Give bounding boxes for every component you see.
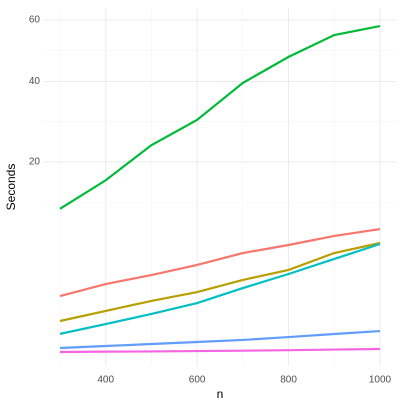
x-tick-label: 400 (97, 375, 114, 386)
x-tick-label: 800 (280, 375, 297, 386)
line (59, 329, 381, 350)
line (59, 347, 381, 354)
line (59, 24, 381, 210)
x-axis-title: n (217, 387, 224, 401)
line (59, 242, 381, 335)
line (59, 227, 381, 298)
y-axis-title: Seconds (4, 164, 18, 211)
line (59, 241, 381, 323)
y-tick-label: 40 (29, 76, 41, 87)
x-tick-label: 600 (189, 375, 206, 386)
x-tick-label: 1000 (369, 375, 392, 386)
y-tick-label: 60 (29, 14, 41, 25)
y-tick-label: 20 (29, 157, 41, 168)
